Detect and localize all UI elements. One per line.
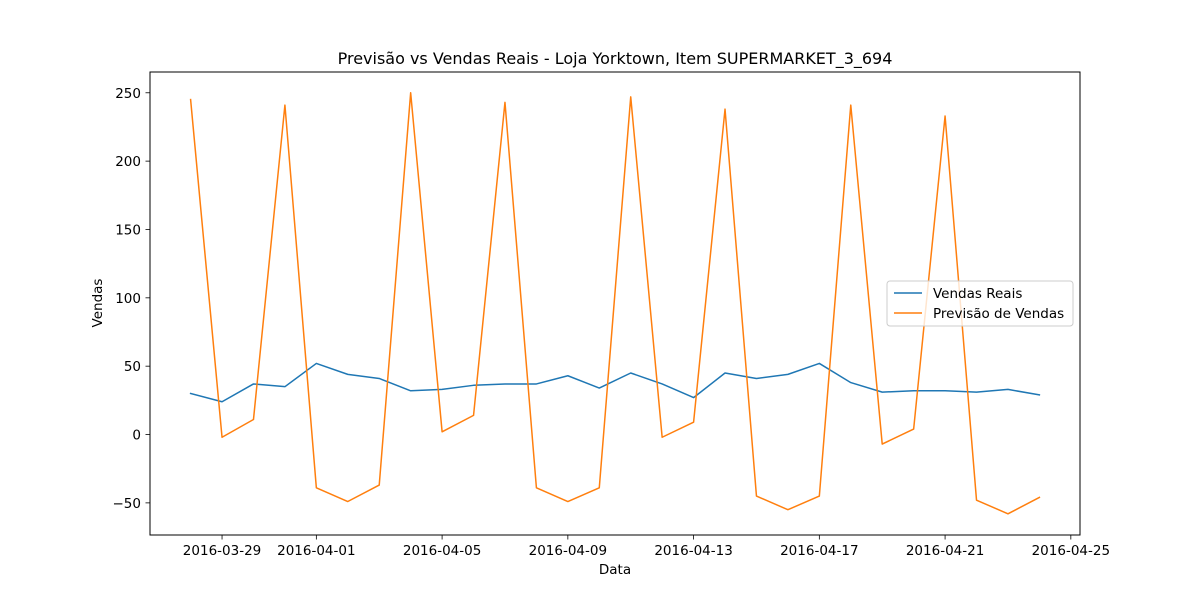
y-tick-label: 0 — [132, 428, 141, 444]
x-tick-label: 2016-04-17 — [780, 543, 858, 559]
legend-label-1: Vendas Reais — [933, 286, 1022, 302]
x-tick-label: 2016-03-29 — [183, 543, 261, 559]
x-tick-label: 2016-04-09 — [529, 543, 607, 559]
y-tick-label: −50 — [113, 496, 142, 512]
x-axis-ticks: 2016-03-29 2016-04-01 2016-04-05 2016-04-09… — [183, 535, 1110, 559]
chart-title: Previsão vs Vendas Reais - Loja Yorktown… — [338, 49, 893, 69]
series-layer — [189, 92, 1041, 515]
series-line-1 — [189, 362, 1041, 403]
x-tick-label: 2016-04-25 — [1032, 543, 1110, 559]
x-tick-label: 2016-04-01 — [277, 543, 355, 559]
legend-box — [886, 280, 1074, 327]
plot-area — [149, 71, 1081, 536]
series-line-2 — [189, 92, 1041, 515]
x-tick-label: 2016-04-05 — [403, 543, 481, 559]
y-axis-label: Vendas — [90, 279, 106, 328]
y-tick-label: 50 — [124, 359, 141, 375]
x-axis-label: Data — [599, 562, 631, 578]
y-tick-label: 150 — [115, 222, 141, 238]
x-tick-label: 2016-04-21 — [906, 543, 984, 559]
y-tick-label: 100 — [115, 291, 141, 307]
y-axis-ticks: −50 0 50 100 150 200 250 — [113, 86, 150, 512]
plot-frame — [149, 71, 1081, 536]
legend: Vendas Reais Previsão de Vendas — [886, 280, 1074, 327]
x-tick-label: 2016-04-13 — [654, 543, 732, 559]
y-tick-label: 200 — [115, 154, 141, 170]
legend-label-2: Previsão de Vendas — [933, 306, 1064, 322]
y-tick-label: 250 — [115, 86, 141, 102]
